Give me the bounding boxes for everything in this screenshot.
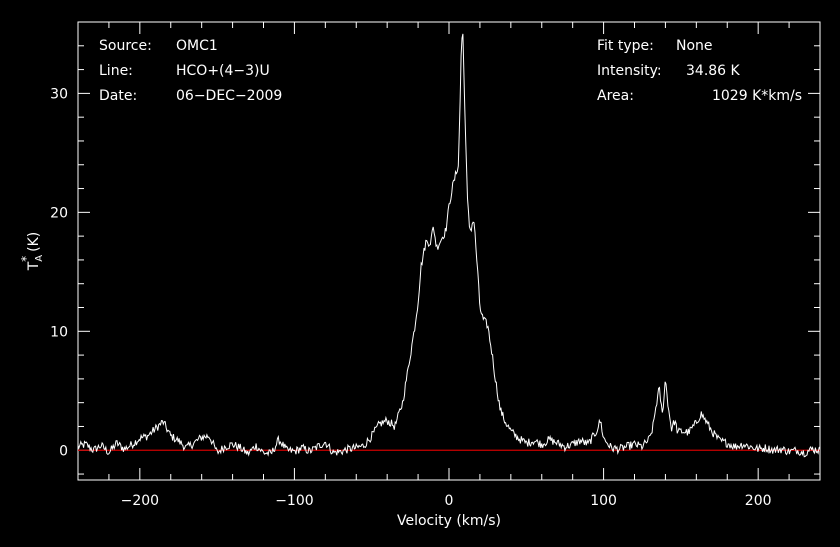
info-fit-type-value: None [676, 38, 713, 54]
spectrum-line [77, 33, 821, 458]
info-left: Source: OMC1 Line: HCO+(4−3)U Date: 06−D… [99, 38, 282, 104]
x-tick-label: −100 [275, 493, 313, 509]
info-date-label: Date: [99, 88, 137, 104]
y-tick-label: 10 [50, 324, 68, 340]
x-tick-label: −200 [121, 493, 159, 509]
info-source-value: OMC1 [176, 38, 218, 54]
y-axis-label-main: T [26, 261, 42, 271]
info-intensity-label: Intensity: [597, 63, 662, 79]
y-axis-label-sub: A [34, 255, 45, 262]
y-axis-label-unit: (K) [26, 232, 42, 252]
axis-ticks [77, 21, 821, 480]
x-axis-label: Velocity (km/s) [397, 513, 501, 529]
y-axis-label: TA* (K) [19, 232, 45, 272]
info-fit-type-label: Fit type: [597, 38, 654, 54]
x-tick-label: 100 [590, 493, 617, 509]
info-area-value: 1029 K*km/s [712, 88, 802, 104]
info-line-value: HCO+(4−3)U [176, 63, 270, 79]
info-line-label: Line: [99, 63, 133, 79]
y-tick-label: 0 [59, 443, 68, 459]
y-tick-label: 20 [50, 205, 68, 221]
info-intensity-value: 34.86 K [686, 63, 741, 79]
tick-labels: −200 −100 0 100 200 0 10 20 30 [50, 86, 771, 509]
info-right: Fit type: None Intensity: 34.86 K Area: … [597, 38, 802, 104]
y-tick-label: 30 [50, 86, 68, 102]
x-tick-label: 200 [745, 493, 772, 509]
x-tick-label: 0 [445, 493, 454, 509]
info-source-label: Source: [99, 38, 152, 54]
info-date-value: 06−DEC−2009 [176, 88, 282, 104]
y-axis-label-sup: * [19, 256, 33, 262]
info-area-label: Area: [597, 88, 634, 104]
